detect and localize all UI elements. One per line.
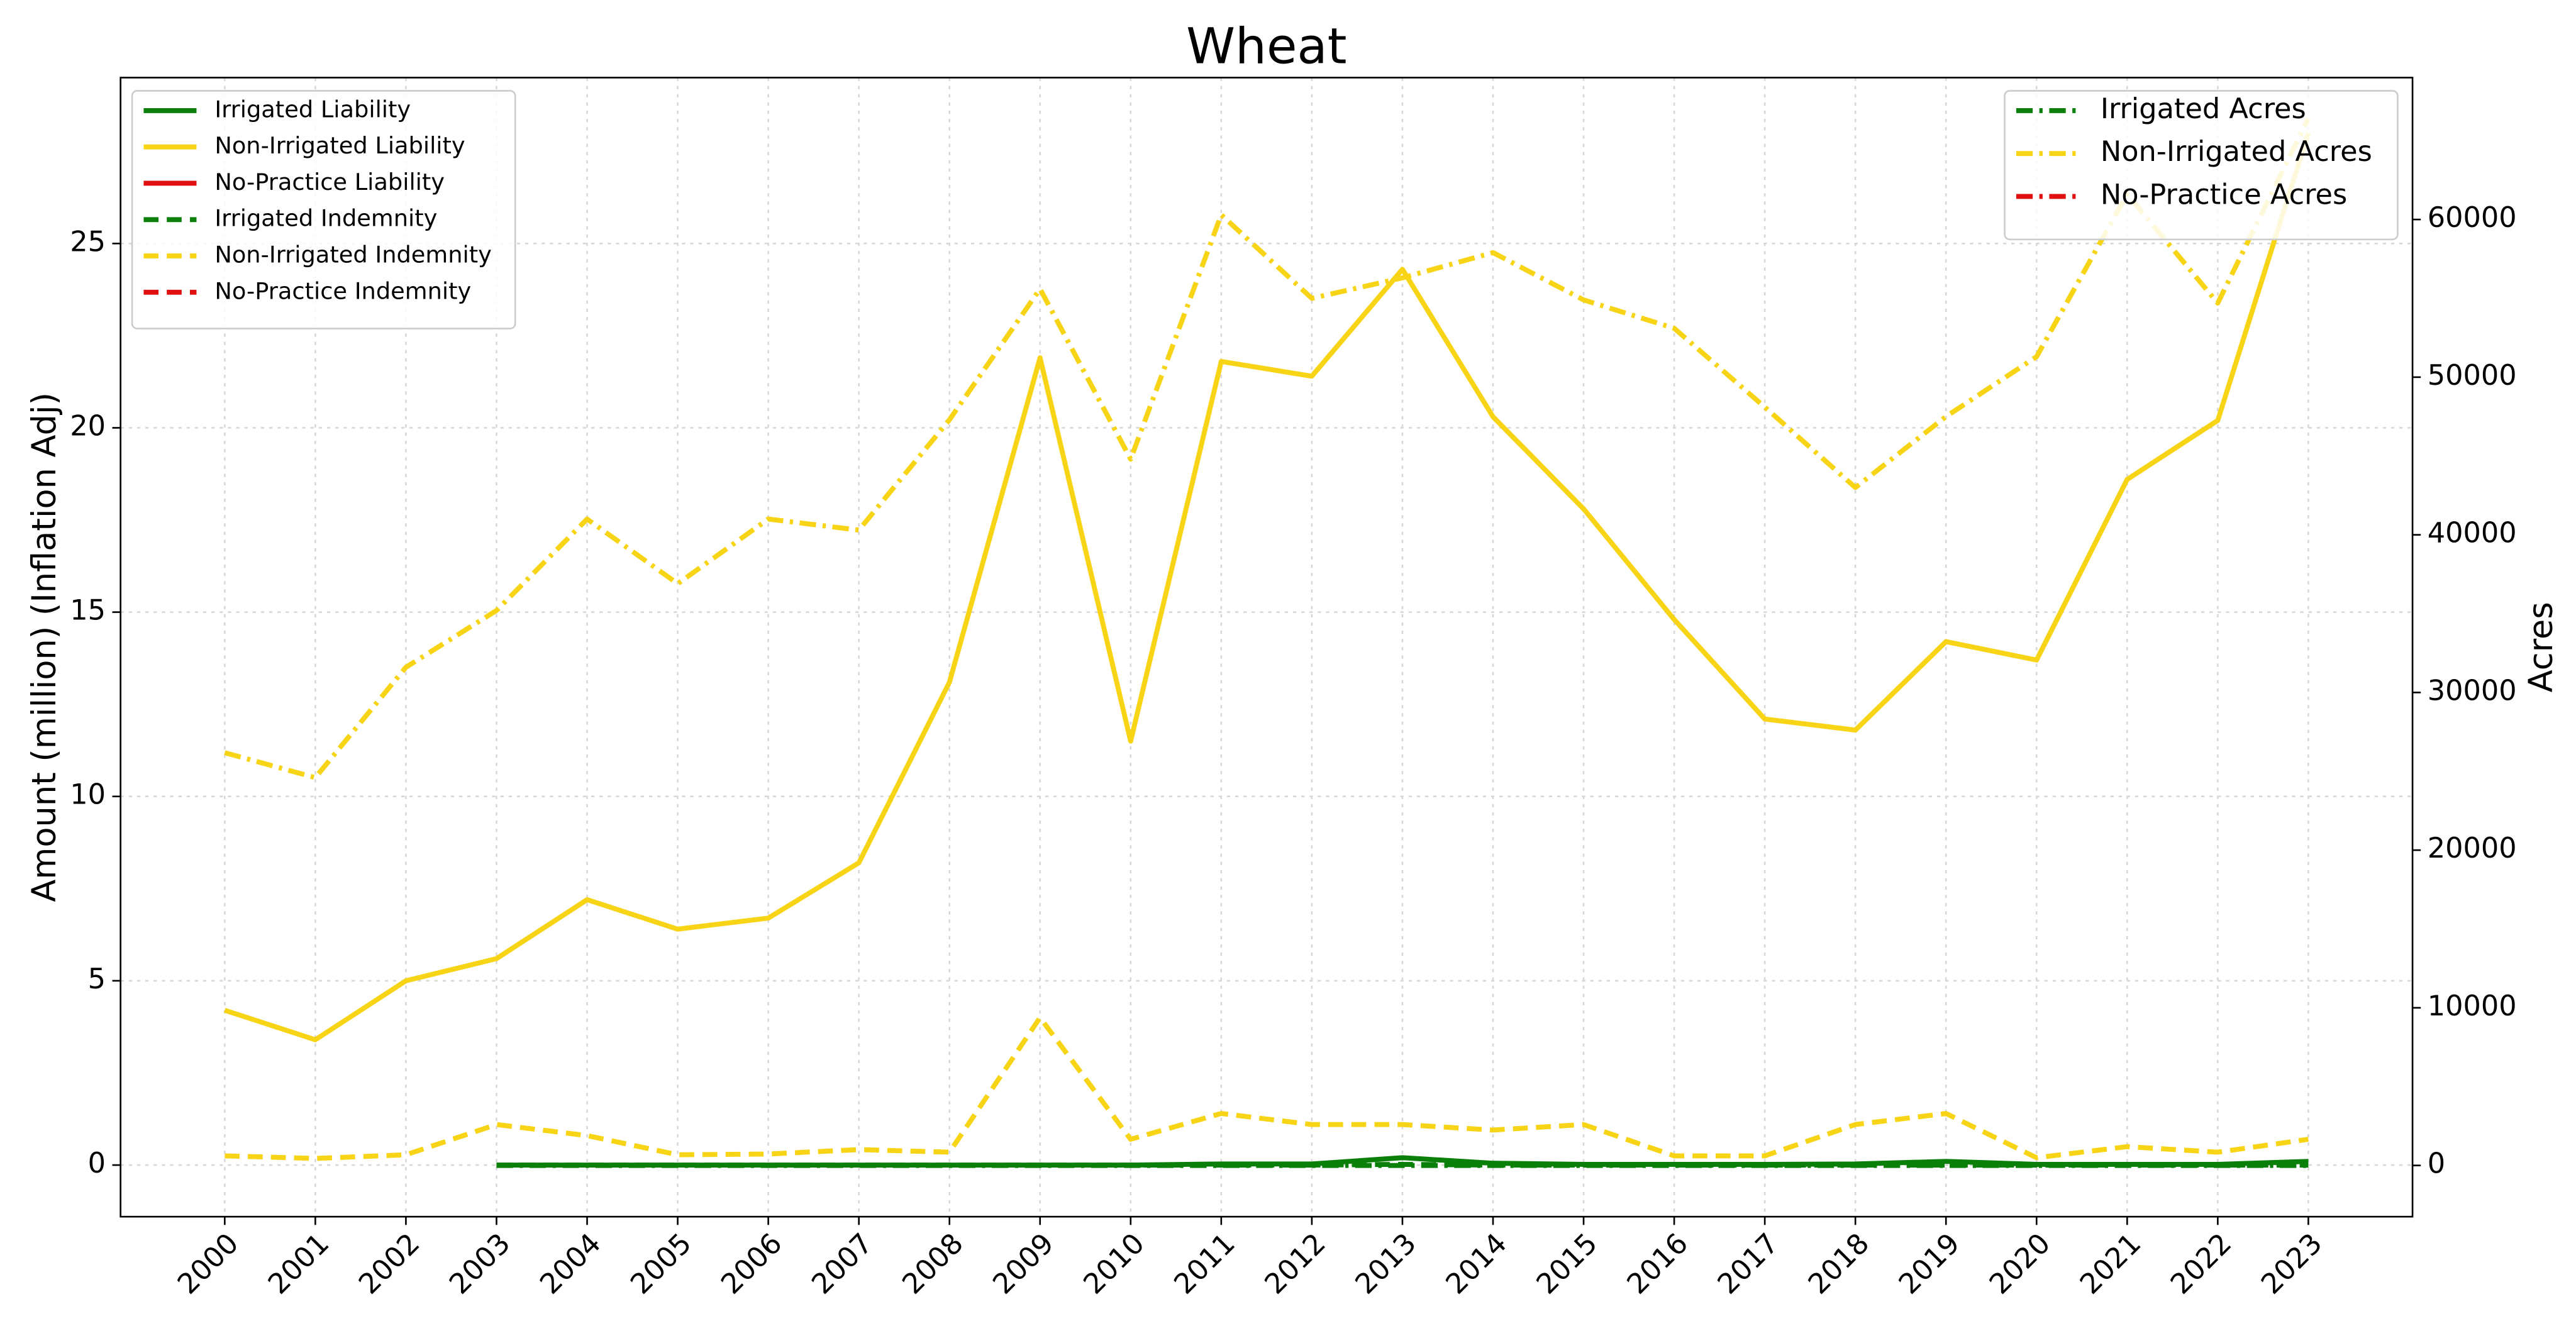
y-tick-label: 25 [70,225,106,258]
legend-label: Non-Irrigated Indemnity [214,241,492,268]
x-tick-label: 2007 [806,1227,879,1300]
x-tick-label: 2021 [2074,1227,2147,1300]
legend-label: Non-Irrigated Liability [214,132,465,159]
x-tick-label: 2002 [352,1227,426,1300]
legend-label: Irrigated Liability [214,96,411,123]
x-tick-label: 2008 [896,1227,970,1300]
series-line [225,1015,2309,1161]
y-tick-label: 15 [70,594,106,627]
x-tick-label: 2012 [1258,1227,1332,1300]
y-axis-label: Amount (million) (Inflation Adj) [25,392,64,902]
series-line [224,117,2311,780]
x-tick-label: 2013 [1349,1227,1423,1300]
y2-tick-label: 60000 [2428,201,2517,234]
legend-label: No-Practice Liability [214,169,445,196]
x-tick-label: 2003 [443,1227,516,1300]
y-tick-label: 10 [70,778,106,811]
x-tick-label: 2005 [624,1227,697,1300]
y2-tick-label: 40000 [2428,517,2517,550]
legend-label: Irrigated Indemnity [214,205,437,232]
x-tick-label: 2019 [1892,1227,1966,1300]
x-tick-label: 2001 [262,1227,335,1300]
chart-title: Wheat [1186,17,1346,75]
y2-tick-label: 0 [2428,1147,2445,1180]
x-tick-label: 2006 [715,1227,789,1300]
x-tick-label: 2018 [1802,1227,1875,1300]
legend-label: Non-Irrigated Acres [2101,135,2372,168]
y2-axis-label: Acres [2522,602,2560,692]
plot-frame [119,77,2414,1218]
legend-label: Irrigated Acres [2101,92,2306,125]
x-tick-label: 2023 [2255,1227,2328,1300]
y-tick-label: 20 [70,409,106,442]
legend-label: No-Practice Acres [2101,178,2347,211]
y2-tick-label: 20000 [2428,832,2517,865]
y2-tick-label: 10000 [2428,990,2517,1022]
x-tick-label: 2017 [1711,1227,1785,1300]
legend-box [131,90,516,329]
x-tick-label: 2022 [2164,1227,2238,1300]
x-tick-label: 2016 [1621,1227,1694,1300]
y2-tick-label: 50000 [2428,359,2517,392]
y-tick-label: 5 [88,963,106,995]
legend-label: No-Practice Indemnity [214,277,471,304]
y-tick-label: 0 [88,1147,106,1180]
x-tick-label: 2011 [1168,1227,1241,1300]
x-tick-label: 2014 [1440,1227,1513,1300]
series-line [224,132,2311,1042]
x-tick-label: 2000 [171,1227,245,1300]
y2-tick-label: 30000 [2428,674,2517,707]
x-tick-label: 2009 [987,1227,1060,1300]
x-tick-label: 2004 [533,1227,607,1300]
legend-box [2004,90,2399,241]
x-tick-label: 2020 [1983,1227,2057,1300]
x-tick-label: 2010 [1077,1227,1151,1300]
x-tick-label: 2015 [1530,1227,1604,1300]
